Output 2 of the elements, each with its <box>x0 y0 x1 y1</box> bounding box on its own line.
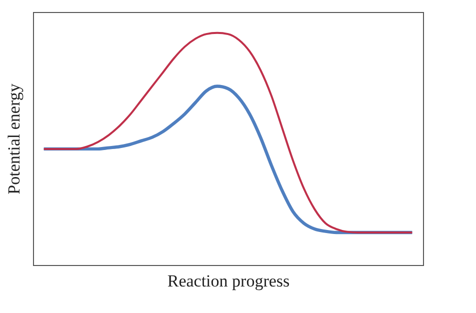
y-axis-title: Potential energy <box>4 83 24 194</box>
x-axis-title: Reaction progress <box>167 272 290 290</box>
